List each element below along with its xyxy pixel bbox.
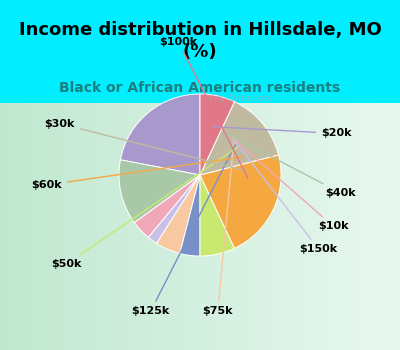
Wedge shape [148, 175, 200, 243]
Wedge shape [200, 94, 234, 175]
Wedge shape [119, 160, 200, 223]
Wedge shape [156, 175, 200, 253]
Text: Income distribution in Hillsdale, MO
(%): Income distribution in Hillsdale, MO (%) [19, 21, 381, 61]
Wedge shape [200, 102, 278, 175]
Text: $100k: $100k [159, 37, 248, 178]
Text: City-Data.com: City-Data.com [208, 94, 272, 103]
Text: $30k: $30k [44, 119, 246, 171]
Text: $125k: $125k [132, 145, 236, 316]
Wedge shape [120, 94, 200, 175]
Text: Black or African American residents: Black or African American residents [60, 81, 340, 95]
Text: $10k: $10k [232, 137, 349, 231]
Wedge shape [134, 175, 200, 237]
Text: $20k: $20k [212, 127, 352, 139]
Wedge shape [200, 155, 281, 248]
Wedge shape [200, 175, 234, 256]
Text: $150k: $150k [234, 139, 338, 254]
Text: $50k: $50k [52, 147, 238, 269]
Text: $40k: $40k [226, 133, 356, 198]
Wedge shape [180, 175, 200, 256]
Text: $60k: $60k [32, 157, 243, 190]
Text: $75k: $75k [202, 142, 234, 316]
